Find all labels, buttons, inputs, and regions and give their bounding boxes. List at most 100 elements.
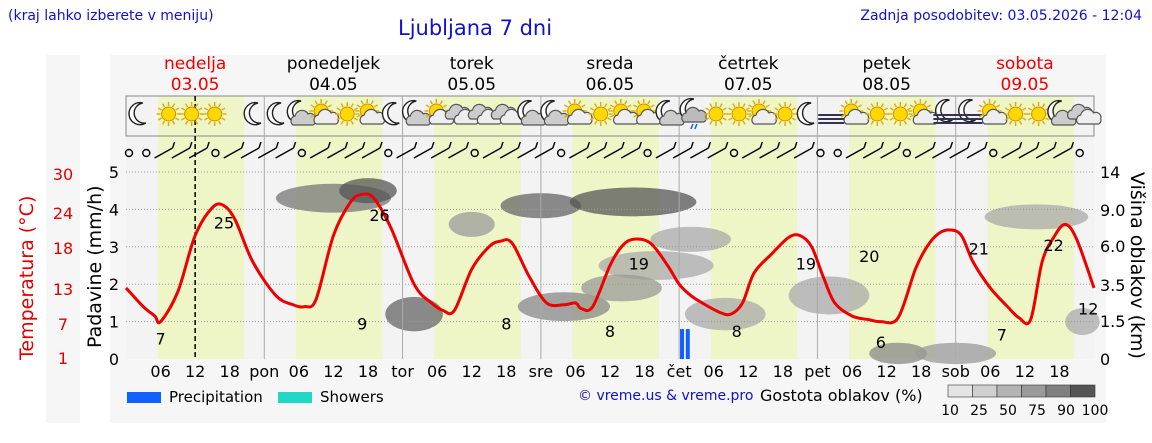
hour-tick-label: 18 [634, 362, 654, 381]
cloud-density-blob [339, 178, 397, 204]
wind-barb-feather [292, 141, 297, 149]
cloud-density-blob [448, 211, 495, 237]
weather-icon-moon-fog [933, 98, 960, 124]
showers-swatch [278, 392, 312, 403]
sun-ray [568, 100, 572, 105]
day-date: 06.05 [586, 75, 635, 95]
cloud-icon [681, 106, 707, 123]
sun-ray [880, 103, 884, 108]
day-short-label: tor [391, 362, 414, 381]
sun-ray [774, 107, 779, 111]
temp-tick-label: 1 [58, 349, 68, 368]
hour-tick-label: 06 [150, 362, 170, 381]
sun-ray [647, 100, 651, 105]
wind-barb-feather [932, 141, 936, 149]
wind-calm-icon [297, 148, 307, 158]
legend-precipitation: Precipitation [127, 388, 263, 406]
sun-ray [198, 117, 203, 121]
wind-barb-feather [344, 141, 349, 149]
wind-barb-feather [638, 141, 642, 149]
wind-calm-icon [902, 148, 912, 158]
sun-ray [1004, 117, 1010, 121]
temp-tick-label: 24 [53, 204, 73, 223]
wind-calm-icon [470, 148, 479, 158]
density-tick-label: 75 [1028, 403, 1046, 419]
weather-icon-sun-cloud [839, 99, 870, 125]
temperature-value-label: 26 [369, 206, 389, 225]
hour-tick-label: 18 [358, 362, 378, 381]
sun-ray [748, 104, 753, 108]
weather-icon-sun [588, 102, 613, 126]
day-date: 07.05 [724, 75, 773, 95]
wind-barb-feather [448, 141, 452, 149]
sun-ray [203, 107, 209, 111]
moon-icon [796, 101, 815, 126]
sun-ray [1022, 117, 1027, 121]
cloud-density-blob [869, 342, 927, 365]
wind-barb-icon [171, 147, 191, 159]
sun-icon [184, 106, 200, 122]
wind-calm-icon [989, 148, 998, 158]
sun-ray [161, 103, 166, 108]
wind-barb-feather [586, 141, 591, 149]
wind-barb-icon [396, 147, 415, 159]
sun-ray [791, 117, 796, 121]
legend-showers: Showers [278, 388, 384, 406]
day-short-label: pet [804, 362, 830, 381]
cloud-height-tick-label: 14 [1100, 163, 1120, 182]
sun-ray [705, 107, 710, 111]
wind-barb-feather [1018, 141, 1023, 149]
wind-barb-icon [569, 147, 588, 159]
wind-barb-feather [465, 141, 470, 149]
day-short-label: pon [249, 362, 279, 381]
weather-icon-moon-cloud [401, 99, 432, 126]
cloud-icon [1076, 108, 1102, 125]
sun-ray [870, 120, 874, 125]
wind-barb-icon [655, 147, 675, 159]
wind-calm-icon [1075, 148, 1084, 158]
sun-ray [336, 117, 341, 121]
sun-ray [360, 100, 364, 105]
wind-barb-feather [811, 141, 815, 149]
wind-barb-icon [966, 147, 986, 159]
weather-icon-sun [727, 102, 751, 126]
sun-ray [340, 120, 344, 125]
weather-icon-sun-cloud [747, 99, 777, 125]
sun-ray [1008, 120, 1013, 125]
day-band [849, 96, 936, 359]
hour-tick-label: 18 [496, 362, 516, 381]
day-band [572, 96, 659, 359]
wind-barb-feather [189, 141, 193, 149]
wind-barb-icon [344, 147, 364, 159]
sun-ray [889, 117, 894, 121]
sun-icon [339, 106, 355, 122]
day-name: torek [450, 54, 494, 74]
wind-barb-feather [1036, 141, 1040, 149]
day-date: 04.05 [309, 75, 358, 95]
wind-barb-icon [257, 147, 277, 159]
wind-barb-feather [725, 141, 729, 149]
wind-barb-icon [154, 147, 173, 159]
cloud-density-blob [581, 274, 662, 302]
sun-icon [777, 106, 793, 122]
sun-ray [889, 107, 894, 111]
sun-ray [180, 117, 186, 121]
weather-icon-sun-cloud [562, 99, 593, 125]
sun-ray [310, 114, 315, 118]
sun-ray [791, 107, 796, 111]
wind-barb-feather [984, 141, 988, 149]
weather-icon-moon [128, 101, 147, 126]
sun-icon [161, 106, 177, 122]
sun-ray [563, 104, 569, 108]
precip-tick-label: 4 [109, 200, 119, 219]
sun-ray [221, 107, 226, 111]
hour-tick-label: 06 [704, 362, 724, 381]
sun-ray [883, 117, 889, 121]
wind-barb-icon [361, 147, 381, 159]
temperature-value-label: 6 [876, 333, 886, 352]
weather-icon-sun [1003, 102, 1028, 126]
wind-calm-icon [556, 148, 566, 158]
temperature-value-label: 7 [997, 326, 1007, 345]
sun-ray [903, 120, 907, 125]
sun-ray [1027, 117, 1033, 121]
